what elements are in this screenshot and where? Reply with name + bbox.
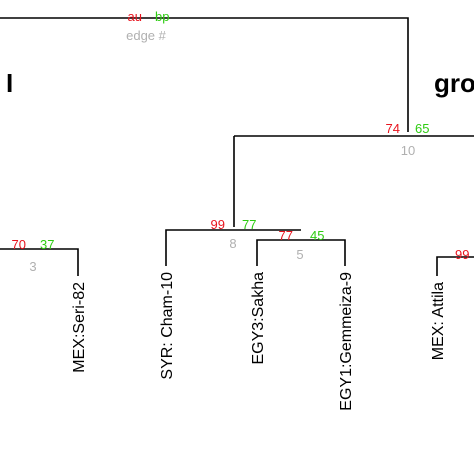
node-bp: 77: [242, 217, 256, 232]
leaf-label: EGY3:Sakha: [250, 272, 267, 365]
node-au: 99: [455, 247, 469, 262]
leaf-label: SYR: Cham-10: [159, 272, 176, 380]
node-edge: 10: [401, 143, 415, 158]
node-bp: 37: [40, 237, 54, 252]
branch-edge-5: [256, 239, 346, 266]
tree-branches: [0, 17, 474, 276]
node-au: 99: [211, 217, 225, 232]
legend: au bp edge #: [126, 9, 169, 43]
node-bp: 65: [415, 121, 429, 136]
node-attila-labels: 99: [455, 247, 469, 262]
node-edge: 5: [296, 247, 303, 262]
group-label-right: gro: [434, 68, 474, 98]
node-au: 74: [386, 121, 400, 136]
legend-bp: bp: [155, 9, 169, 24]
node-10-labels: 74 65 10: [386, 121, 430, 158]
node-5-labels: 77 45 5: [279, 228, 325, 262]
branch-edge-8: [165, 229, 301, 266]
node-edge: 8: [229, 236, 236, 251]
node-8-labels: 99 77 8: [211, 217, 257, 251]
node-edge: 3: [29, 259, 36, 274]
group-label-left: I: [6, 68, 13, 98]
legend-au: au: [128, 9, 142, 24]
leaf-label: MEX:Seri-82: [71, 282, 88, 373]
branch-attila: [436, 256, 474, 276]
leaf-label: EGY1:Gemmeiza-9: [338, 272, 355, 411]
root-branch: [0, 17, 409, 132]
node-au: 77: [279, 228, 293, 243]
leaf-labels: MEX:Seri-82 SYR: Cham-10 EGY3:Sakha EGY1…: [71, 272, 447, 411]
leaf-label: MEX: Attila: [430, 282, 447, 360]
node-bp: 45: [310, 228, 324, 243]
legend-edge: edge #: [126, 28, 167, 43]
branch-edge-10: [233, 135, 474, 227]
branch-edge-3: [0, 248, 79, 276]
node-3-labels: 70 37 3: [12, 237, 55, 274]
node-au: 70: [12, 237, 26, 252]
